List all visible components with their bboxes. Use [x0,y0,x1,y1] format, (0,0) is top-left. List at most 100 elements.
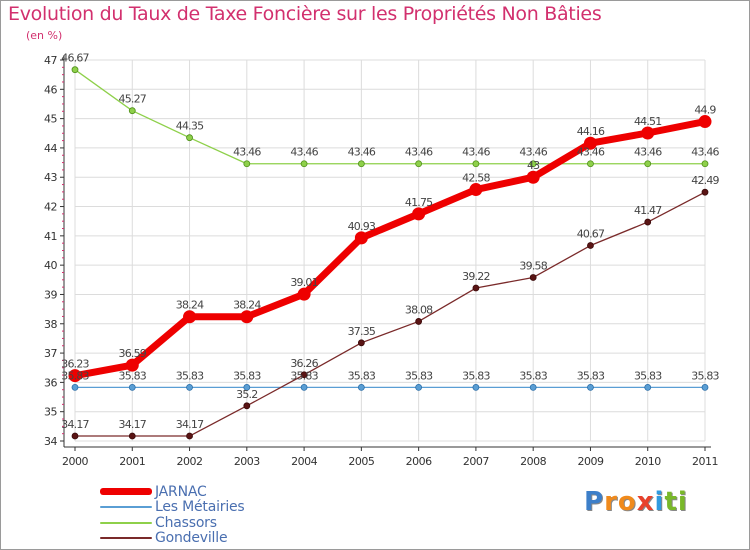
data-point [644,383,652,391]
data-label: 39.01 [290,276,318,289]
y-tick-label: 40 [44,259,57,272]
data-point [587,383,594,391]
data-point [300,371,308,379]
data-label: 37.35 [348,325,376,338]
data-point [71,383,79,391]
data-point [357,383,365,391]
data-point [243,160,251,168]
legend-swatch-jarnac [100,488,152,496]
x-tick-label: 2007 [463,455,489,468]
data-label: 44.35 [176,120,204,133]
legend-label: Les Métairies [155,499,245,516]
data-label: 41.75 [405,196,433,209]
y-tick-label: 35 [44,406,57,419]
data-label: 41.47 [634,204,662,217]
data-label: 38.24 [176,299,204,312]
data-label: 44.16 [577,125,605,138]
data-point [472,284,480,292]
data-label: 35.83 [233,369,261,382]
data-point [186,383,193,391]
x-tick-label: 2004 [291,455,317,468]
data-label: 43.46 [691,146,719,159]
logo-letter: x [636,487,655,517]
legend-swatch-gondeville [100,537,152,540]
logo-letter: i [677,487,688,517]
data-label: 43.46 [519,146,547,159]
data-label: 35.83 [462,369,490,382]
data-label: 36.59 [119,347,147,360]
data-label: 40.67 [577,228,605,241]
data-label: 35.2 [236,388,257,401]
y-tick-label: 43 [44,171,57,184]
data-point [583,136,597,150]
x-tick-label: 2011 [692,455,718,468]
y-tick-label: 36 [44,376,57,389]
data-point [128,383,136,391]
y-tick-label: 41 [44,230,57,243]
data-point [701,383,709,391]
data-point [529,274,537,281]
data-label: 35.83 [176,369,204,382]
data-label: 38.24 [233,299,261,312]
data-label: 39.58 [519,259,547,272]
data-point [240,310,254,324]
data-point [469,183,483,197]
data-point [186,432,193,440]
series-line-gondeville [74,191,706,437]
legend-item-chassors: Chassors [100,515,245,531]
x-tick-label: 2003 [234,455,260,468]
y-tick-label: 44 [44,142,57,155]
data-label: 35.83 [691,369,719,382]
data-point [125,358,139,372]
logo-letter: t [664,487,678,517]
x-tick-label: 2006 [406,455,432,468]
data-point [641,126,655,140]
logo-letter: r [604,487,618,517]
x-tick-label: 2000 [62,455,88,468]
data-label: 35.83 [634,369,662,382]
data-point [297,287,311,301]
data-point [644,218,652,226]
y-tick-label: 38 [44,318,57,331]
legend-item-jarnac: JARNAC [100,484,245,500]
data-point [472,160,480,168]
legend-label: Gondeville [155,530,228,547]
data-label: 43.46 [233,146,261,159]
series-line-chassors [74,69,706,165]
data-label: 35.83 [290,369,318,382]
data-point [243,383,251,391]
data-point [186,134,193,142]
data-label: 35.83 [61,369,89,382]
data-label: 35.83 [405,369,433,382]
legend-swatch-chassors [100,521,152,524]
data-point [412,207,426,221]
x-tick-label: 2001 [119,455,145,468]
legend-item-les-metairies: Les Métairies [100,499,245,516]
data-label: 43.46 [634,146,662,159]
logo-letter: P [584,487,605,517]
legend: JARNAC Les Métairies Chassors Gondeville [100,484,245,546]
data-point [526,170,540,184]
unit-label: (en %) [26,29,63,42]
data-label: 43.46 [290,146,318,159]
y-tick-label: 42 [44,201,57,214]
data-point [357,160,365,168]
legend-item-gondeville: Gondeville [100,530,245,547]
y-tick-label: 45 [44,113,57,126]
data-point [128,107,136,115]
y-tick-label: 39 [44,288,57,301]
legend-label: Chassors [155,514,217,531]
data-label: 44.51 [634,115,662,128]
data-point [701,188,709,196]
data-label: 35.83 [577,369,605,382]
y-tick-label: 47 [44,54,57,67]
data-label: 34.17 [61,418,89,431]
x-tick-label: 2005 [348,455,374,468]
chart-title: Evolution du Taux de Taxe Foncière sur l… [8,3,602,25]
data-label: 43.46 [462,146,490,159]
data-label: 35.83 [519,369,547,382]
data-point [701,160,709,168]
data-point [68,369,82,383]
